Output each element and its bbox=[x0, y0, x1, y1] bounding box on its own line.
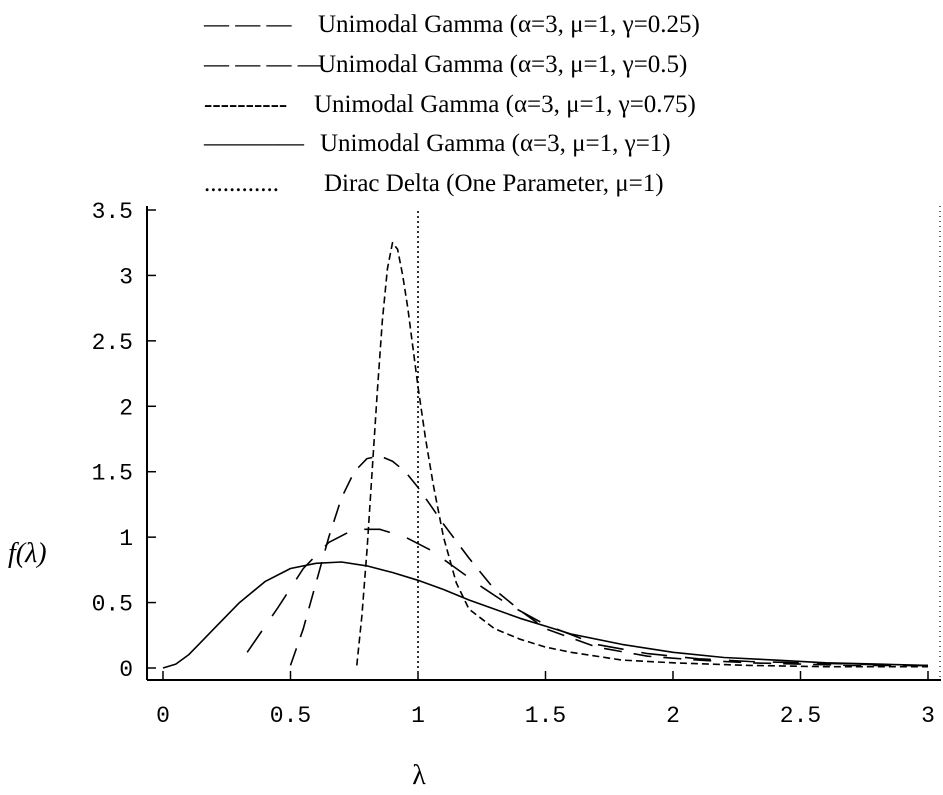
legend-entry-label: Dirac Delta (One Parameter, μ=1) bbox=[324, 170, 664, 197]
x-tick-label: 3 bbox=[921, 703, 935, 729]
y-tick-label: 0 bbox=[119, 657, 133, 683]
y-tick-label: 1 bbox=[119, 526, 133, 552]
series-line-3 bbox=[356, 241, 928, 668]
legend-entry-label: Unimodal Gamma (α=3, μ=1, γ=0.75) bbox=[314, 91, 696, 118]
y-tick-label: 3.5 bbox=[92, 199, 133, 225]
series-line-4 bbox=[162, 561, 929, 669]
legend-marker: ---------- bbox=[204, 91, 287, 118]
y-tick-label: 3 bbox=[119, 264, 133, 290]
axes bbox=[146, 206, 941, 681]
x-tick-label: 1.5 bbox=[525, 703, 566, 729]
legend-marker: ............ bbox=[204, 170, 279, 197]
y-axis-label: f(λ) bbox=[8, 538, 47, 569]
legend-marker: ———— bbox=[203, 130, 305, 157]
series-line-1 bbox=[246, 528, 928, 667]
series-line-2 bbox=[289, 455, 928, 667]
x-tick-label: 2.5 bbox=[780, 703, 821, 729]
x-tick-label: 0 bbox=[156, 703, 170, 729]
legend-marker: — — — bbox=[203, 11, 293, 38]
x-axis-label: λ bbox=[412, 760, 426, 791]
legend-entry-label: Unimodal Gamma (α=3, μ=1, γ=0.5) bbox=[318, 51, 687, 78]
y-tick-label: 0.5 bbox=[92, 592, 133, 618]
y-tick-label: 2.5 bbox=[92, 330, 133, 356]
y-tick-label: 2 bbox=[119, 395, 133, 421]
y-tick-label: 1.5 bbox=[92, 461, 133, 487]
ticks: 0 0.5 1 1.5 2 2.5 3 0 0.5 1 1.5 2 2.5 3 3.5 bbox=[92, 199, 935, 729]
plot-area: 0 0.5 1 1.5 2 2.5 3 0 0.5 1 1.5 2 2.5 3 3.5 bbox=[92, 199, 941, 729]
curves bbox=[162, 210, 929, 669]
chart-legend: — — — Unimodal Gamma (α=3, μ=1, γ=0.25) — … bbox=[203, 11, 700, 197]
legend-marker: — — — — bbox=[203, 51, 324, 78]
x-tick-label: 2 bbox=[666, 703, 680, 729]
x-tick-label: 0.5 bbox=[270, 703, 311, 729]
x-tick-label: 1 bbox=[411, 703, 425, 729]
legend-entry-label: Unimodal Gamma (α=3, μ=1, γ=0.25) bbox=[318, 11, 700, 38]
legend-entry-label: Unimodal Gamma (α=3, μ=1, γ=1) bbox=[320, 130, 671, 157]
